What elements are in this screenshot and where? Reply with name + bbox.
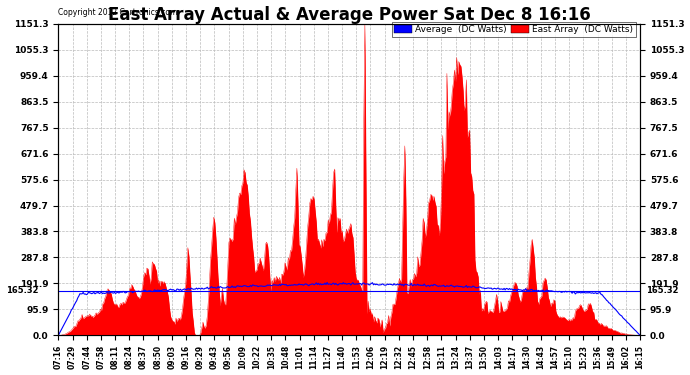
Text: 165.32: 165.32 <box>646 286 678 295</box>
Text: Copyright 2012 Cartronics.com: Copyright 2012 Cartronics.com <box>59 9 178 18</box>
Title: East Array Actual & Average Power Sat Dec 8 16:16: East Array Actual & Average Power Sat De… <box>108 6 591 24</box>
Legend: Average  (DC Watts), East Array  (DC Watts): Average (DC Watts), East Array (DC Watts… <box>391 22 635 36</box>
Text: 165.32: 165.32 <box>6 286 38 295</box>
